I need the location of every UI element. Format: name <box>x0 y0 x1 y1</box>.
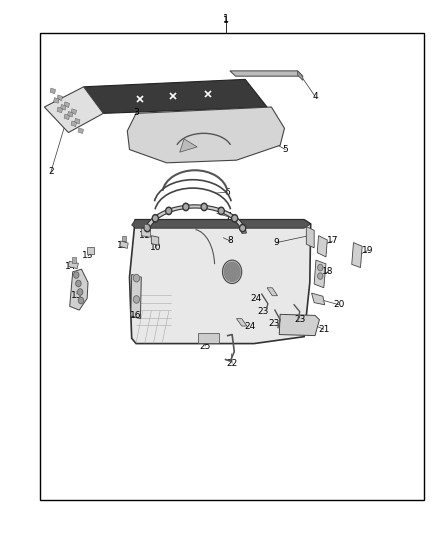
Polygon shape <box>267 288 278 296</box>
Text: 23: 23 <box>257 307 268 316</box>
Text: 8: 8 <box>227 237 233 246</box>
Circle shape <box>233 216 237 221</box>
Circle shape <box>201 203 207 211</box>
Text: 21: 21 <box>318 325 329 334</box>
Text: 10: 10 <box>150 244 162 253</box>
Bar <box>67 111 73 117</box>
Circle shape <box>232 215 238 222</box>
Polygon shape <box>44 87 103 133</box>
Circle shape <box>167 209 170 213</box>
Circle shape <box>241 226 244 230</box>
Bar <box>72 257 76 263</box>
Polygon shape <box>180 139 197 152</box>
Polygon shape <box>141 228 150 237</box>
Text: 3: 3 <box>133 108 139 117</box>
Bar <box>87 247 94 254</box>
Text: 20: 20 <box>333 300 345 309</box>
Text: 5: 5 <box>283 145 288 154</box>
Circle shape <box>318 264 323 271</box>
Circle shape <box>183 203 189 211</box>
Circle shape <box>166 207 172 215</box>
Text: 12: 12 <box>117 241 129 250</box>
Polygon shape <box>151 236 159 245</box>
Polygon shape <box>120 241 128 248</box>
Text: 6: 6 <box>225 188 231 197</box>
Polygon shape <box>352 243 362 268</box>
Text: 18: 18 <box>322 268 334 276</box>
Text: 23: 23 <box>294 315 306 324</box>
Circle shape <box>144 224 150 232</box>
Circle shape <box>145 226 149 230</box>
Bar <box>122 236 126 241</box>
Bar <box>50 88 56 94</box>
Polygon shape <box>279 314 319 336</box>
Text: 11: 11 <box>139 231 151 240</box>
Bar <box>53 98 59 103</box>
Text: 23: 23 <box>268 319 279 328</box>
Polygon shape <box>306 227 314 248</box>
Bar <box>74 118 80 124</box>
Bar <box>64 102 70 108</box>
Bar <box>78 128 84 133</box>
Bar <box>144 224 148 229</box>
Text: 15: 15 <box>71 291 83 300</box>
Text: 13: 13 <box>82 252 94 260</box>
Text: 24: 24 <box>244 321 255 330</box>
Text: 7: 7 <box>225 212 231 221</box>
Polygon shape <box>84 79 267 114</box>
Polygon shape <box>144 205 246 233</box>
Circle shape <box>218 207 224 215</box>
Polygon shape <box>70 269 88 310</box>
Circle shape <box>318 273 323 279</box>
Polygon shape <box>130 220 311 344</box>
Circle shape <box>78 289 83 295</box>
Polygon shape <box>131 274 141 319</box>
Polygon shape <box>132 220 311 228</box>
Bar <box>40 33 424 500</box>
Circle shape <box>74 272 79 278</box>
Polygon shape <box>237 319 247 326</box>
Polygon shape <box>230 71 303 76</box>
Polygon shape <box>198 334 219 343</box>
Bar <box>57 95 63 101</box>
Polygon shape <box>317 236 327 257</box>
Bar <box>71 121 77 127</box>
Circle shape <box>78 297 84 304</box>
Text: 14: 14 <box>65 262 76 271</box>
Bar <box>57 107 63 113</box>
Text: 24: 24 <box>251 294 262 303</box>
Circle shape <box>202 205 206 209</box>
Text: 22: 22 <box>226 359 238 368</box>
Bar <box>60 104 66 110</box>
Text: 25: 25 <box>199 342 211 351</box>
Text: 9: 9 <box>274 238 279 247</box>
Text: 4: 4 <box>312 92 318 101</box>
Text: 1: 1 <box>223 14 229 25</box>
Circle shape <box>134 296 140 303</box>
Polygon shape <box>314 260 326 288</box>
Text: 19: 19 <box>362 246 373 255</box>
Circle shape <box>154 216 157 221</box>
Circle shape <box>152 215 159 222</box>
Text: 1: 1 <box>223 16 229 25</box>
Circle shape <box>219 209 223 213</box>
Polygon shape <box>297 71 303 80</box>
Polygon shape <box>127 107 285 163</box>
Bar <box>71 109 77 115</box>
Circle shape <box>223 260 242 284</box>
Circle shape <box>76 280 81 287</box>
Text: 17: 17 <box>327 237 338 246</box>
Circle shape <box>224 262 240 281</box>
Polygon shape <box>311 293 325 305</box>
Polygon shape <box>68 261 78 269</box>
Circle shape <box>134 274 140 282</box>
Text: 2: 2 <box>48 167 54 176</box>
Circle shape <box>240 224 246 232</box>
Circle shape <box>184 205 187 209</box>
Bar <box>64 114 70 120</box>
Text: 16: 16 <box>130 311 142 320</box>
